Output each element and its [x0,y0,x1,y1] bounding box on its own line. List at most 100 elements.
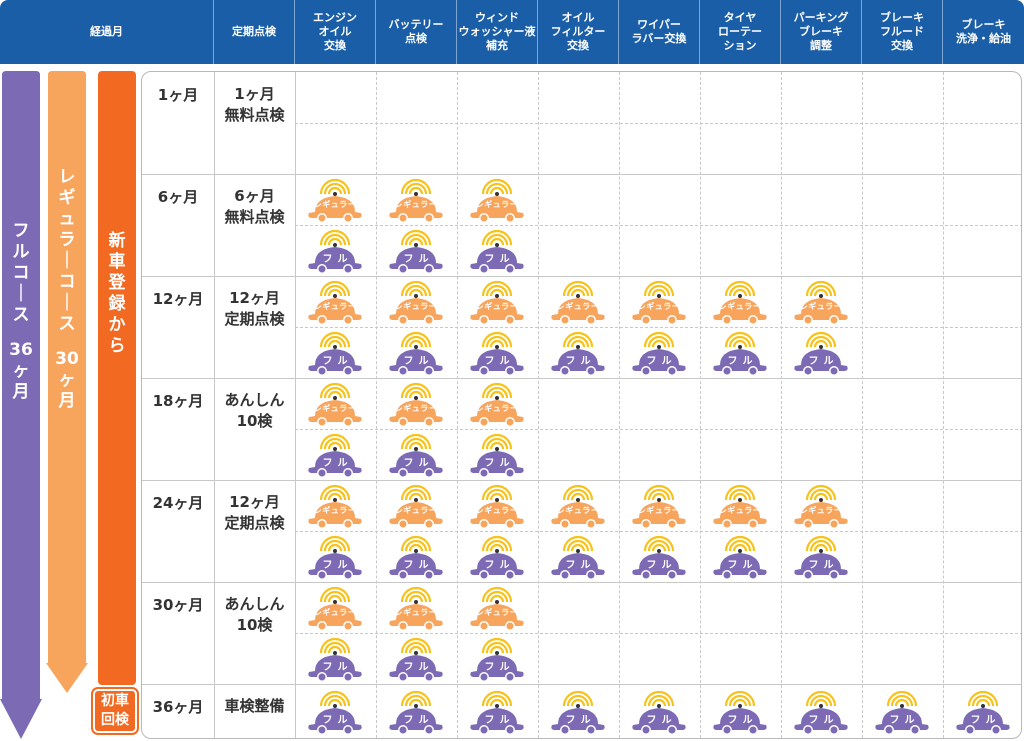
full-icon-label: フル [727,715,758,726]
maintenance-cell: あんしん 10検 [214,390,295,432]
regular-icon-label: レギュラー [313,302,357,311]
maintenance-line: 12ヶ月 [229,289,280,307]
full-course-car-icon: フル [305,533,365,581]
regular-course-car-icon: レギュラー [305,482,365,530]
full-course-car-icon: フル [791,329,851,377]
full-course-car-icon: フル [791,533,851,581]
full-icon-label: フル [808,560,839,571]
regular-icon-label: レギュラー [313,506,357,515]
header-parking-brake: パーキング ブレーキ 調整 [780,0,861,64]
full-course-car-icon: フル [548,688,608,736]
full-icon-label: フル [889,715,920,726]
header-washer-fluid: ウィンド ウォッシャー液 補充 [456,0,537,64]
full-course-car-icon: フル [386,635,446,683]
maintenance-line: 定期点検 [224,514,285,532]
maintenance-line: 無料点検 [224,106,285,124]
full-course-car-icon: フル [710,688,770,736]
maintenance-line: 12ヶ月 [229,493,280,511]
first-inspection-line2: 回検 [101,712,129,728]
maintenance-cell: 12ヶ月 定期点検 [214,288,295,330]
grid-column-divider [376,72,377,738]
month-cell: 6ヶ月 [157,188,199,206]
full-icon-label: フル [403,356,434,367]
full-icon-label: フル [727,356,758,367]
full-icon-label: フル [727,560,758,571]
full-course-car-icon: フル [629,329,689,377]
full-course-car-icon: フル [791,688,851,736]
regular-course-car-icon: レギュラー [467,584,527,632]
full-icon-label: フル [403,458,434,469]
full-course-car-icon: フル [629,688,689,736]
grid-row-divider [142,684,1021,685]
full-icon-label: フル [484,662,515,673]
regular-icon-label: レギュラー [394,608,438,617]
regular-icon-label: レギュラー [394,404,438,413]
full-course-car-icon: フル [305,227,365,275]
regular-course-car-icon: レギュラー [629,482,689,530]
full-icon-label: フル [808,356,839,367]
full-course-car-icon: フル [386,533,446,581]
header-elapsed-month: 経過月 [90,24,123,38]
maintenance-line: 1ヶ月 [234,85,275,103]
full-course-car-icon: フル [305,635,365,683]
full-course-car-icon: フル [548,329,608,377]
full-course-duration: 36 ヶ月 [9,340,33,402]
regular-course-car-icon: レギュラー [386,278,446,326]
grid-column-divider [457,72,458,738]
grid-column-divider [214,72,215,738]
regular-course-car-icon: レギュラー [467,278,527,326]
maintenance-line: 無料点検 [224,208,285,226]
header-engine-oil: エンジン オイル 交換 [294,0,375,64]
regular-course-car-icon: レギュラー [305,278,365,326]
regular-course-car-icon: レギュラー [548,278,608,326]
grid-subrow-divider [295,123,1021,124]
full-icon-label: フル [484,458,515,469]
regular-course-label: レギュラ｜コ｜ス [58,167,76,334]
grid-row-divider [142,174,1021,175]
header-tire-rotation: タイヤ ローテー ション [699,0,780,64]
regular-icon-label: レギュラー [475,404,519,413]
regular-course-duration: 30 ヶ月 [55,349,79,411]
regular-icon-label: レギュラー [475,608,519,617]
full-course-car-icon: フル [467,329,527,377]
maintenance-line: 車検整備 [224,697,285,715]
full-course-car-icon: フル [467,533,527,581]
full-icon-label: フル [322,662,353,673]
regular-icon-label: レギュラー [718,302,762,311]
full-course-car-icon: フル [548,533,608,581]
full-course-car-icon: フル [305,431,365,479]
maintenance-line: 10検 [236,616,273,634]
maintenance-cell: 1ヶ月無料点検 [214,84,295,126]
maintenance-line: あんしん [224,595,285,613]
maintenance-line: 6ヶ月 [234,187,275,205]
regular-icon-label: レギュラー [475,200,519,209]
regular-icon-label: レギュラー [637,506,681,515]
month-cell: 12ヶ月 [152,290,204,308]
maintenance-line: 10検 [236,412,273,430]
full-icon-label: フル [646,560,677,571]
full-icon-label: フル [484,560,515,571]
full-icon-label: フル [646,356,677,367]
grid-subrow-divider [295,633,1021,634]
full-course-car-icon: フル [467,431,527,479]
full-icon-label: フル [484,356,515,367]
header-bar: 経過月 定期点検 エンジン オイル 交換 バッテリー 点検 ウィンド ウォッシャー液 補… [0,0,1024,64]
month-cell: 24ヶ月 [152,494,204,512]
full-icon-label: フル [403,662,434,673]
regular-icon-label: レギュラー [475,302,519,311]
header-battery: バッテリー 点検 [375,0,456,64]
month-cell: 18ヶ月 [152,392,204,410]
grid-column-divider [538,72,539,738]
regular-course-car-icon: レギュラー [467,482,527,530]
full-course-car-icon: フル [629,533,689,581]
full-icon-label: フル [403,715,434,726]
grid-subrow-divider [295,429,1021,430]
full-course-car-icon: フル [386,329,446,377]
full-icon-label: フル [322,560,353,571]
grid-column-divider [943,72,944,738]
new-car-label: 新車登録から [108,231,126,356]
maintenance-cell: 車検整備 [214,696,295,717]
full-icon-label: フル [322,356,353,367]
regular-course-car-icon: レギュラー [467,380,527,428]
month-cell: 36ヶ月 [152,698,204,716]
